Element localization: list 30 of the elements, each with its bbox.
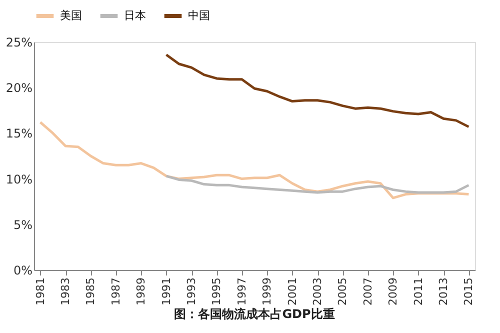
- x-tick-label: 1987: [109, 278, 122, 306]
- y-tick-label: 20%: [6, 81, 32, 96]
- x-tick-label: 1981: [34, 278, 47, 306]
- x-tick-label: 1991: [160, 278, 173, 306]
- x-tick-label: 2011: [412, 278, 425, 306]
- x-tick-label: 2003: [311, 278, 324, 306]
- x-tick-label: 2007: [361, 278, 374, 306]
- y-tick-label: 25%: [6, 36, 32, 50]
- legend-label: 日本: [124, 9, 146, 22]
- y-tick-label: 10%: [6, 172, 32, 186]
- x-tick-label: 2009: [386, 278, 400, 306]
- line-series: [165, 54, 470, 128]
- y-tick-label: 0%: [13, 264, 32, 278]
- x-tick-label: 2001: [286, 278, 299, 306]
- legend-label: 美国: [60, 9, 82, 22]
- x-tick-label: 1993: [185, 278, 198, 306]
- line-series: [165, 174, 470, 194]
- x-tick-label: 1985: [84, 278, 98, 306]
- legend-label: 中国: [188, 9, 210, 22]
- text: 图：各国物流成本占GDP比重: [174, 306, 335, 321]
- y-tick-label: 15%: [6, 126, 32, 141]
- x-tick-label: 2015: [462, 278, 476, 306]
- x-tick-label: 1983: [59, 278, 72, 306]
- y-tick-label: 5%: [13, 218, 32, 232]
- x-tick-label: 2005: [336, 278, 350, 306]
- x-tick-label: 2013: [437, 278, 450, 306]
- x-tick-label: 1995: [210, 278, 224, 306]
- x-tick-label: 1997: [235, 278, 248, 306]
- x-tick-label: 1999: [260, 278, 274, 306]
- x-tick-label: 1989: [134, 278, 148, 306]
